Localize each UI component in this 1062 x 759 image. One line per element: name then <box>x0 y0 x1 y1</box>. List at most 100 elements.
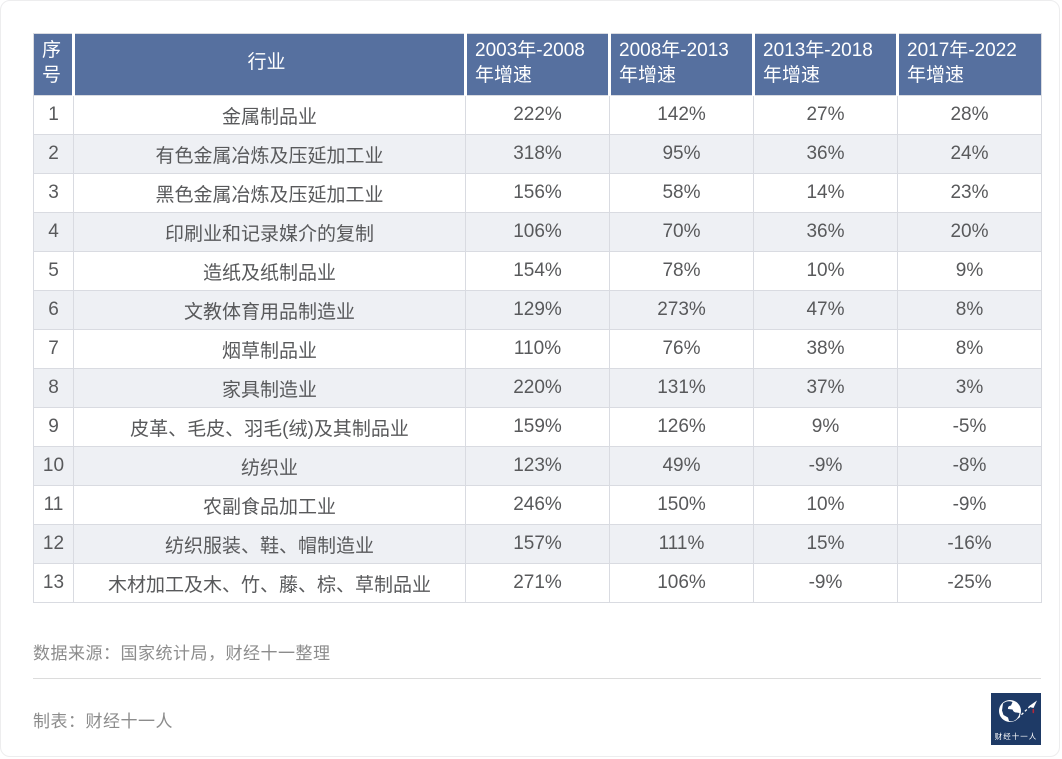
cell-industry: 皮革、毛皮、羽毛(绒)及其制品业 <box>73 407 466 447</box>
cell-growth: -9% <box>753 563 898 603</box>
logo-text: 财经十一人 <box>994 732 1038 741</box>
cell-growth: 23% <box>897 173 1042 213</box>
table-row: 1 金属制品业 222% 142% 27% 28% <box>33 95 1042 135</box>
table-row: 5 造纸及纸制品业 154% 78% 10% 9% <box>33 251 1042 291</box>
cell-industry: 木材加工及木、竹、藤、棕、草制品业 <box>73 563 466 603</box>
cell-growth: 110% <box>465 329 610 369</box>
table-header-row: 序号 行业 2003年-2008年增速 2008年-2013年增速 2013年-… <box>33 33 1042 96</box>
cell-growth: 8% <box>897 329 1042 369</box>
cell-growth: 3% <box>897 368 1042 408</box>
cell-growth: 15% <box>753 524 898 564</box>
cell-industry: 文教体育用品制造业 <box>73 290 466 330</box>
cell-growth: -9% <box>753 446 898 486</box>
col-header-2003-2008: 2003年-2008年增速 <box>464 33 610 96</box>
footer-divider <box>33 678 1041 679</box>
industry-growth-table: 序号 行业 2003年-2008年增速 2008年-2013年增速 2013年-… <box>33 33 1042 603</box>
credit-note: 制表：财经十一人 <box>33 712 173 731</box>
col-header-index: 序号 <box>33 33 74 96</box>
col-header-2008-2013: 2008年-2013年增速 <box>608 33 754 96</box>
cell-growth: 123% <box>465 446 610 486</box>
cell-growth: 47% <box>753 290 898 330</box>
cell-industry: 造纸及纸制品业 <box>73 251 466 291</box>
cell-growth: -8% <box>897 446 1042 486</box>
cell-growth: 106% <box>609 563 754 603</box>
cell-growth: 150% <box>609 485 754 525</box>
cell-growth: 106% <box>465 212 610 252</box>
cell-growth: 10% <box>753 485 898 525</box>
cell-growth: -16% <box>897 524 1042 564</box>
cell-index: 10 <box>33 446 74 486</box>
table-row: 2 有色金属冶炼及压延加工业 318% 95% 36% 24% <box>33 134 1042 174</box>
cell-growth: 157% <box>465 524 610 564</box>
table-row: 12 纺织服装、鞋、帽制造业 157% 111% 15% -16% <box>33 524 1042 564</box>
cell-growth: 129% <box>465 290 610 330</box>
col-header-2013-2018: 2013年-2018年增速 <box>752 33 898 96</box>
cell-growth: 154% <box>465 251 610 291</box>
table-row: 3 黑色金属冶炼及压延加工业 156% 58% 14% 23% <box>33 173 1042 213</box>
cell-growth: -5% <box>897 407 1042 447</box>
cell-growth: 8% <box>897 290 1042 330</box>
cell-growth: 271% <box>465 563 610 603</box>
cell-growth: 28% <box>897 95 1042 135</box>
table-row: 10 纺织业 123% 49% -9% -8% <box>33 446 1042 486</box>
cell-growth: 38% <box>753 329 898 369</box>
cell-growth: 318% <box>465 134 610 174</box>
cell-growth: 142% <box>609 95 754 135</box>
table-row: 6 文教体育用品制造业 129% 273% 47% 8% <box>33 290 1042 330</box>
cell-index: 13 <box>33 563 74 603</box>
cell-industry: 印刷业和记录媒介的复制 <box>73 212 466 252</box>
data-source-note: 数据来源：国家统计局，财经十一整理 <box>33 644 331 663</box>
cell-index: 3 <box>33 173 74 213</box>
cell-growth: -25% <box>897 563 1042 603</box>
table-row: 4 印刷业和记录媒介的复制 106% 70% 36% 20% <box>33 212 1042 252</box>
cell-industry: 纺织业 <box>73 446 466 486</box>
cell-growth: 24% <box>897 134 1042 174</box>
cell-industry: 金属制品业 <box>73 95 466 135</box>
cell-growth: 220% <box>465 368 610 408</box>
cell-industry: 农副食品加工业 <box>73 485 466 525</box>
cell-index: 1 <box>33 95 74 135</box>
cell-growth: 9% <box>897 251 1042 291</box>
cell-growth: 273% <box>609 290 754 330</box>
globe-plane-icon <box>991 693 1041 745</box>
cell-index: 5 <box>33 251 74 291</box>
cell-industry: 家具制造业 <box>73 368 466 408</box>
cell-growth: 70% <box>609 212 754 252</box>
cell-index: 9 <box>33 407 74 447</box>
cell-index: 11 <box>33 485 74 525</box>
cell-growth: 20% <box>897 212 1042 252</box>
cell-growth: 9% <box>753 407 898 447</box>
cell-growth: 36% <box>753 134 898 174</box>
cell-index: 7 <box>33 329 74 369</box>
cell-growth: 246% <box>465 485 610 525</box>
cell-index: 4 <box>33 212 74 252</box>
cell-industry: 纺织服装、鞋、帽制造业 <box>73 524 466 564</box>
cell-growth: 159% <box>465 407 610 447</box>
cell-index: 2 <box>33 134 74 174</box>
cell-industry: 黑色金属冶炼及压延加工业 <box>73 173 466 213</box>
cell-growth: 14% <box>753 173 898 213</box>
col-header-industry: 行业 <box>72 33 466 96</box>
cell-growth: 78% <box>609 251 754 291</box>
cell-growth: 37% <box>753 368 898 408</box>
cell-index: 6 <box>33 290 74 330</box>
cell-industry: 烟草制品业 <box>73 329 466 369</box>
cell-growth: 156% <box>465 173 610 213</box>
cell-growth: 95% <box>609 134 754 174</box>
cell-index: 12 <box>33 524 74 564</box>
cell-growth: 111% <box>609 524 754 564</box>
table-row: 11 农副食品加工业 246% 150% 10% -9% <box>33 485 1042 525</box>
cell-growth: -9% <box>897 485 1042 525</box>
cell-growth: 49% <box>609 446 754 486</box>
table-row: 13 木材加工及木、竹、藤、棕、草制品业 271% 106% -9% -25% <box>33 563 1042 603</box>
caijing-eleven-logo: 财经十一人 <box>991 693 1041 745</box>
cell-growth: 36% <box>753 212 898 252</box>
cell-growth: 76% <box>609 329 754 369</box>
col-header-2017-2022: 2017年-2022年增速 <box>896 33 1042 96</box>
cell-growth: 27% <box>753 95 898 135</box>
table-row: 9 皮革、毛皮、羽毛(绒)及其制品业 159% 126% 9% -5% <box>33 407 1042 447</box>
cell-growth: 131% <box>609 368 754 408</box>
table-row: 8 家具制造业 220% 131% 37% 3% <box>33 368 1042 408</box>
table-row: 7 烟草制品业 110% 76% 38% 8% <box>33 329 1042 369</box>
